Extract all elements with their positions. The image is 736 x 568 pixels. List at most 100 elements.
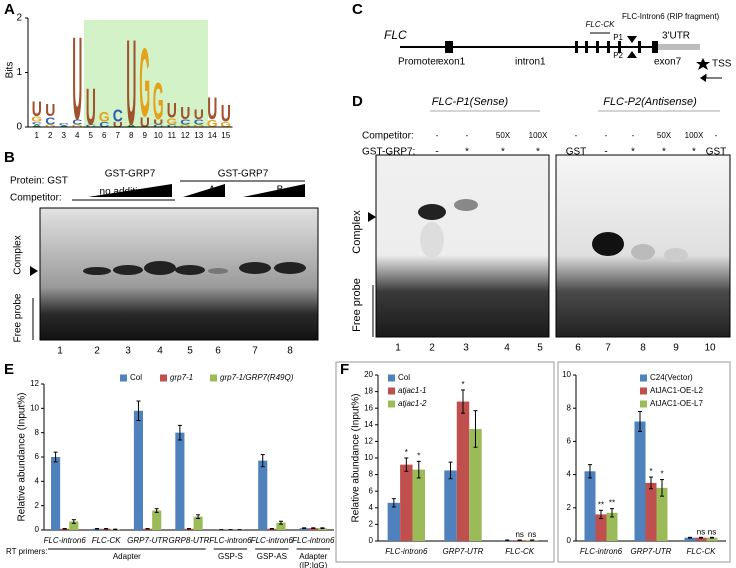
legend-swatch (640, 374, 647, 382)
row-value: * (465, 147, 469, 158)
y-tick-label: 12 (364, 437, 373, 446)
position-label: 4 (75, 131, 80, 140)
significance-label: ** (598, 500, 604, 509)
bar (645, 482, 657, 541)
logo-letter: U (207, 92, 217, 127)
position-label: 6 (102, 131, 107, 140)
group-label: GSP-S (218, 552, 243, 561)
logo-letter: G (193, 124, 204, 128)
logo-letter: G (153, 74, 164, 131)
position-label: 15 (221, 131, 230, 140)
x-tick-label: FLC-intron6 (251, 536, 294, 545)
logo-letter: U (180, 105, 190, 124)
bar (634, 421, 646, 541)
legend-swatch (388, 374, 395, 382)
lane-label: 1 (57, 346, 63, 357)
logo-letter: C (194, 119, 204, 127)
bar (308, 528, 318, 530)
panel-label: C (352, 1, 363, 18)
logo-letter: U (221, 101, 231, 128)
x-tick-label: FLC-CK (92, 536, 122, 545)
panel-label: F (340, 361, 349, 378)
legend-swatch (210, 374, 217, 382)
y-tick-label: 0 (369, 536, 374, 545)
free-probe-label: Free probe (351, 278, 363, 332)
row-value: GST (566, 147, 587, 158)
y-tick-label: 4 (35, 476, 40, 485)
bar (193, 516, 203, 530)
logo-letter: G (99, 109, 110, 125)
bar (133, 410, 144, 530)
significance-label: * (417, 451, 420, 460)
legend-label: AtJAC1-OE-L7 (650, 399, 703, 408)
complex-label: Complex (351, 210, 363, 254)
position-label: 8 (129, 131, 134, 140)
y-tick-label: 20 (364, 370, 373, 379)
position-label: 14 (208, 131, 217, 140)
position-label: 7 (116, 131, 121, 140)
lane-label: 9 (673, 343, 679, 354)
lane-label: 6 (575, 343, 581, 354)
bar (444, 470, 457, 541)
panel-label: B (4, 149, 15, 166)
row-value: A (209, 185, 216, 196)
region-label: FLC-Intron6 (RIP fragment) (622, 12, 720, 21)
logo-letter: A (59, 125, 69, 127)
gene-name: FLC (384, 28, 407, 42)
region-label: exon1 (438, 57, 466, 68)
position-label: 3 (62, 131, 67, 140)
y-tick-label: 8 (567, 403, 572, 412)
panel-label: E (4, 361, 14, 378)
x-tick-label: GRP7-UTR (127, 536, 168, 545)
logo-letter: U (153, 119, 163, 127)
logo-letter: G (220, 121, 231, 129)
logo-letter: G (180, 124, 191, 128)
bar (175, 432, 185, 530)
row-value: * (662, 147, 666, 158)
primer-label: P2 (613, 51, 623, 60)
logo-letter: U (140, 114, 150, 130)
lane-label: 3 (125, 346, 131, 357)
legend-label: atjac1-1 (398, 386, 426, 395)
y-tick-label: 14 (364, 420, 373, 429)
bar (695, 537, 707, 541)
row-value: - (575, 131, 578, 140)
row-value: * (692, 147, 696, 158)
position-label: 5 (89, 131, 94, 140)
row-value: * (536, 147, 540, 158)
row-label: GST-GRP7: (362, 147, 415, 158)
gel-title: FLC-P2(Antisense) (603, 96, 697, 108)
legend-swatch (120, 374, 127, 382)
bar (606, 512, 618, 541)
bar (456, 401, 470, 541)
x-tick-label: FLC-intron6 (385, 547, 428, 556)
chart-frame (335, 361, 555, 563)
row-label: Competitor: (10, 193, 62, 204)
bar (584, 471, 596, 541)
logo-letter: U (45, 102, 55, 121)
gene-model (400, 32, 722, 82)
bar (276, 522, 286, 530)
bar (69, 521, 79, 530)
position-label: 10 (154, 131, 163, 140)
bar (387, 502, 401, 541)
row-value: * (631, 147, 635, 158)
significance-label: * (461, 380, 464, 389)
y-tick-label: 18 (364, 387, 373, 396)
significance-label: ns (697, 527, 705, 536)
y-axis-label: Bits (5, 62, 16, 79)
lane-label: 2 (429, 343, 435, 354)
bar (258, 460, 268, 530)
x-tick-label: GRP7-UTR (443, 547, 484, 556)
region-label: exon7 (654, 57, 682, 68)
y-tick-label: 10 (562, 370, 571, 379)
significance-label: * (649, 467, 652, 476)
ramp (243, 184, 305, 197)
lane-label: 8 (287, 346, 293, 357)
lane-label: 7 (252, 346, 258, 357)
logo-letter: C (59, 123, 70, 127)
row-label: Protein: GST (10, 176, 68, 187)
logo-letter: A (126, 124, 137, 128)
significance-label: ns (708, 527, 716, 536)
